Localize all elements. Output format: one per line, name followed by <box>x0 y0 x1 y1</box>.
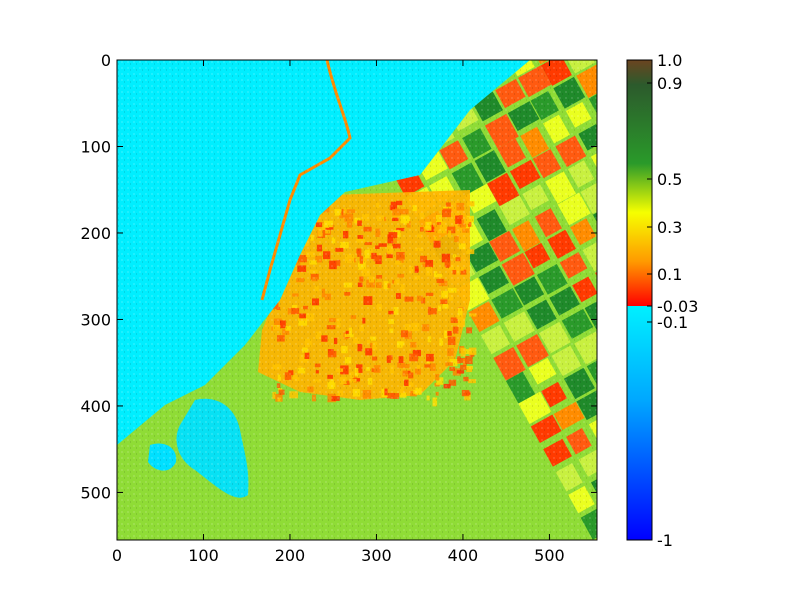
colorbar-tick-label: -0.03 <box>657 297 698 316</box>
colorbar-top-segment <box>627 60 652 306</box>
colorbar-frame <box>626 59 653 541</box>
field-parcel <box>603 170 629 197</box>
y-tick-label: 400 <box>80 397 111 416</box>
field-parcel <box>319 29 348 59</box>
field-parcel <box>601 113 626 138</box>
colorbar: 1.0 0.9 0.5 0.3 0.1 -0.03-0.1 -1 <box>626 51 698 550</box>
colorbar-tick-label: 1.0 <box>657 51 682 70</box>
y-tick-label: 200 <box>80 224 111 243</box>
colorbar-tick-label: 0.3 <box>657 218 682 237</box>
y-tick-label: 300 <box>80 310 111 329</box>
x-tick-label: 200 <box>275 546 306 565</box>
field-parcel <box>599 380 625 406</box>
field-parcel <box>592 202 597 232</box>
colorbar-tick-label: -0.1 <box>657 313 688 332</box>
field-parcel <box>595 262 597 291</box>
field-parcel <box>599 54 627 83</box>
field-parcel <box>493 21 523 49</box>
plot-frame <box>116 59 598 541</box>
field-parcel <box>606 553 635 582</box>
x-tick-label: 0 <box>112 546 122 565</box>
field-parcel <box>435 24 466 56</box>
field-parcel <box>587 28 618 57</box>
field-parcel <box>597 321 626 351</box>
field-parcel <box>528 60 560 65</box>
colorbar-tick-label: 0.5 <box>657 170 682 189</box>
x-tick-label: 300 <box>361 546 392 565</box>
x-axis: 0 100 200 300 400 500 <box>112 60 565 565</box>
field-parcel <box>377 25 408 55</box>
x-tick-label: 100 <box>188 546 219 565</box>
field-parcel <box>551 19 580 46</box>
colorbar-ticks: 1.0 0.9 0.5 0.3 0.1 -0.03-0.1 -1 <box>647 51 698 550</box>
x-tick-label: 500 <box>534 546 565 565</box>
y-tick-label: 100 <box>80 137 111 156</box>
colorbar-tick-label: 0.1 <box>657 265 682 284</box>
x-tick-label: 400 <box>448 546 479 565</box>
colorbar-bottom-segment <box>627 306 652 540</box>
raster-image <box>117 19 635 582</box>
y-tick-label: 500 <box>80 483 111 502</box>
colorbar-tick-label: -1 <box>657 531 673 550</box>
colorbar-tick-label: 0.9 <box>657 74 682 93</box>
y-axis: 0 100 200 300 400 500 <box>80 51 597 502</box>
y-tick-label: 0 <box>101 51 111 70</box>
field-parcel <box>593 530 597 540</box>
